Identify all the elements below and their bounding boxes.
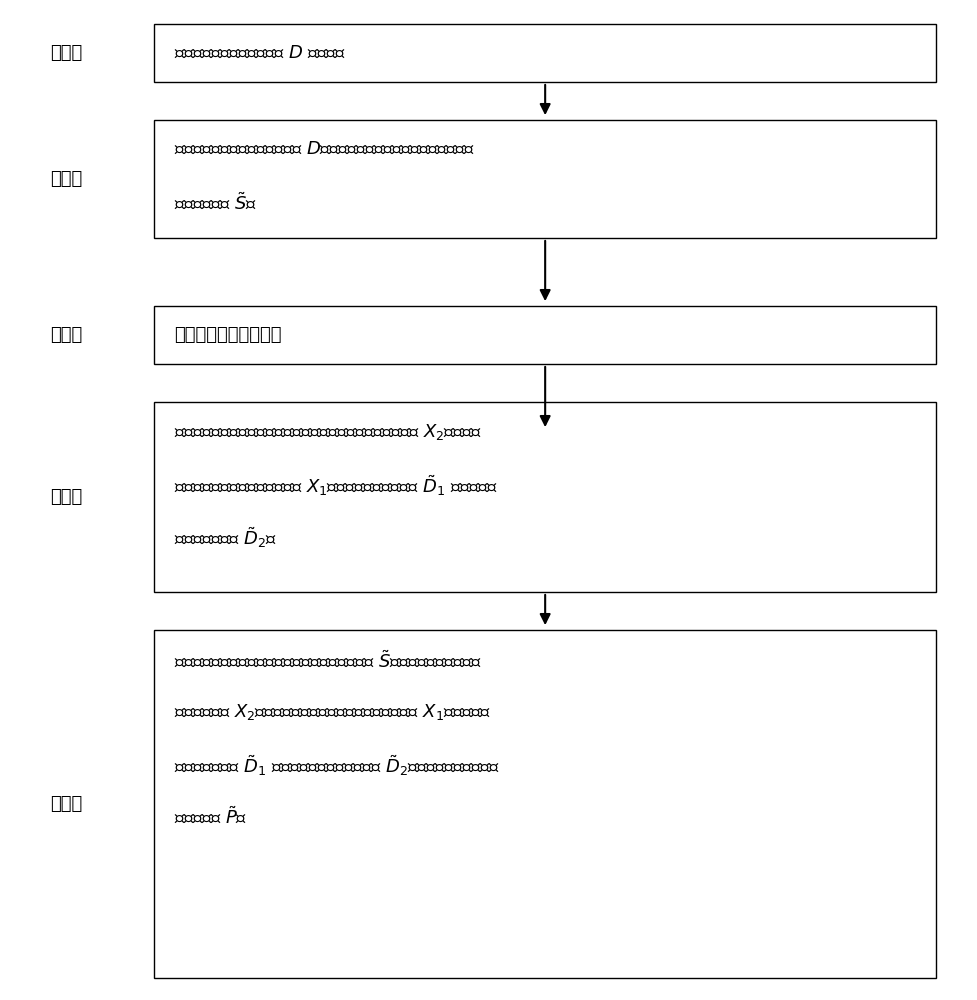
Text: 表面图像信息 $\tilde{S}$；: 表面图像信息 $\tilde{S}$； [174, 192, 257, 213]
Text: 纹中心区域字典 $\tilde{D}_2$；: 纹中心区域字典 $\tilde{D}_2$； [174, 526, 277, 550]
Text: 步骤三: 步骤三 [50, 326, 83, 344]
Text: 步骤四: 步骤四 [50, 488, 83, 506]
FancyBboxPatch shape [154, 630, 936, 978]
Text: 建立条纹预定义字典；: 建立条纹预定义字典； [174, 326, 281, 344]
Text: 步骤五: 步骤五 [50, 795, 83, 813]
Text: 的重构图像 $\tilde{P}$。: 的重构图像 $\tilde{P}$。 [174, 806, 247, 827]
Text: 通过强反射物体表面预定义字典 $D$，求解经过稀疏表达之后的强反射物体: 通过强反射物体表面预定义字典 $D$，求解经过稀疏表达之后的强反射物体 [174, 140, 475, 158]
FancyBboxPatch shape [154, 120, 936, 238]
Text: 纹边缘区域字典 $\tilde{D}_1$ 和自适应条纹中心区域字典 $\tilde{D}_2$，得到不含有高光信息: 纹边缘区域字典 $\tilde{D}_1$ 和自适应条纹中心区域字典 $\til… [174, 754, 500, 778]
Text: 步骤二: 步骤二 [50, 170, 83, 188]
FancyBboxPatch shape [154, 306, 936, 364]
Text: 强反射物体表面预定义字典 $D$ 的建立；: 强反射物体表面预定义字典 $D$ 的建立； [174, 44, 346, 62]
Text: 利用条纹预定义字典，得到条纹中心区域的稀疏表达系数矩阵 $X_2$、二维条: 利用条纹预定义字典，得到条纹中心区域的稀疏表达系数矩阵 $X_2$、二维条 [174, 422, 483, 442]
Text: 步骤一: 步骤一 [50, 44, 83, 62]
Text: 根据经过稀疏表达之后的强反射物体表面图像信息 $\tilde{S}$、条纹中心区域的稀疏: 根据经过稀疏表达之后的强反射物体表面图像信息 $\tilde{S}$、条纹中心区… [174, 650, 482, 671]
FancyBboxPatch shape [154, 402, 936, 592]
FancyBboxPatch shape [154, 24, 936, 82]
Text: 表达系数矩阵 $X_2$、二维条纹边缘区域的稀疏表达系数矩阵 $X_1$、自适应条: 表达系数矩阵 $X_2$、二维条纹边缘区域的稀疏表达系数矩阵 $X_1$、自适应… [174, 702, 490, 722]
Text: 纹边缘区域的稀疏表达系数矩阵 $X_1$、自适应条纹边缘字典 $\tilde{D}_1$ 和自适应条: 纹边缘区域的稀疏表达系数矩阵 $X_1$、自适应条纹边缘字典 $\tilde{D… [174, 474, 498, 498]
